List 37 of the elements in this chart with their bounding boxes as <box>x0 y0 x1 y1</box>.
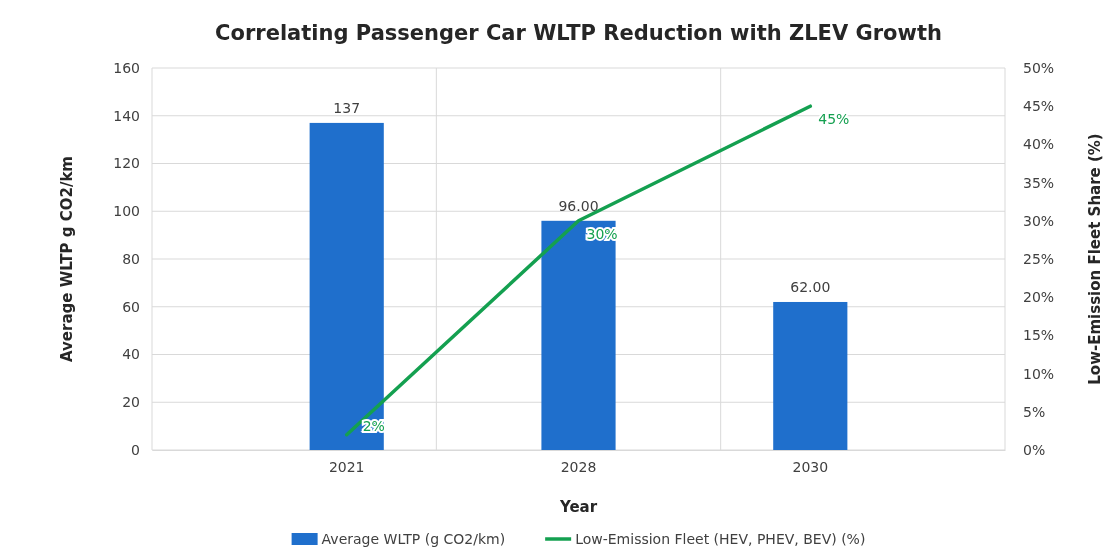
x-tick-label: 2021 <box>328 458 365 475</box>
y2-tick-label: 10% <box>1023 365 1055 382</box>
y2-tick-label: 35% <box>1023 174 1055 191</box>
y-tick-label: 160 <box>113 59 140 76</box>
legend-label: Low-Emission Fleet (HEV, PHEV, BEV) (%) <box>575 531 866 547</box>
y-tick-label: 20 <box>122 394 140 411</box>
y2-tick-label: 25% <box>1023 250 1055 267</box>
y2-tick-label: 40% <box>1023 136 1055 153</box>
chart-title: Correlating Passenger Car WLTP Reduction with ZLEV Growth <box>215 21 942 45</box>
y-tick-label: 120 <box>113 155 140 172</box>
x-tick-label: 2028 <box>560 458 597 475</box>
bar <box>773 301 848 450</box>
y2-tick-label: 45% <box>1023 98 1055 115</box>
y2-tick-label: 50% <box>1023 59 1055 76</box>
x-axis-title: Year <box>558 498 598 516</box>
y2-tick-label: 0% <box>1023 441 1046 458</box>
y-tick-label: 80 <box>122 250 140 267</box>
y2-axis-title: Low-Emission Fleet Share (%) <box>1086 133 1104 385</box>
bar <box>541 220 616 450</box>
y-tick-label: 100 <box>113 203 140 220</box>
data-label: 45% <box>818 111 850 128</box>
y2-tick-label: 30% <box>1023 212 1055 229</box>
y2-tick-label: 15% <box>1023 327 1055 344</box>
legend-label: Average WLTP (g CO2/km) <box>321 531 506 547</box>
data-label: 96.00 <box>558 197 599 214</box>
y-tick-label: 140 <box>113 107 140 124</box>
y2-tick-label: 5% <box>1023 403 1046 420</box>
y-tick-label: 0 <box>131 441 140 458</box>
bar <box>309 122 384 450</box>
x-tick-label: 2030 <box>792 458 829 475</box>
y-axis-title: Average WLTP g CO2/km <box>58 156 76 362</box>
data-label: 2% <box>362 417 385 434</box>
data-label: 62.00 <box>790 278 831 295</box>
y-tick-label: 60 <box>122 298 140 315</box>
y-tick-label: 40 <box>122 346 140 363</box>
data-label: 137 <box>333 99 361 116</box>
y2-tick-label: 20% <box>1023 289 1055 306</box>
